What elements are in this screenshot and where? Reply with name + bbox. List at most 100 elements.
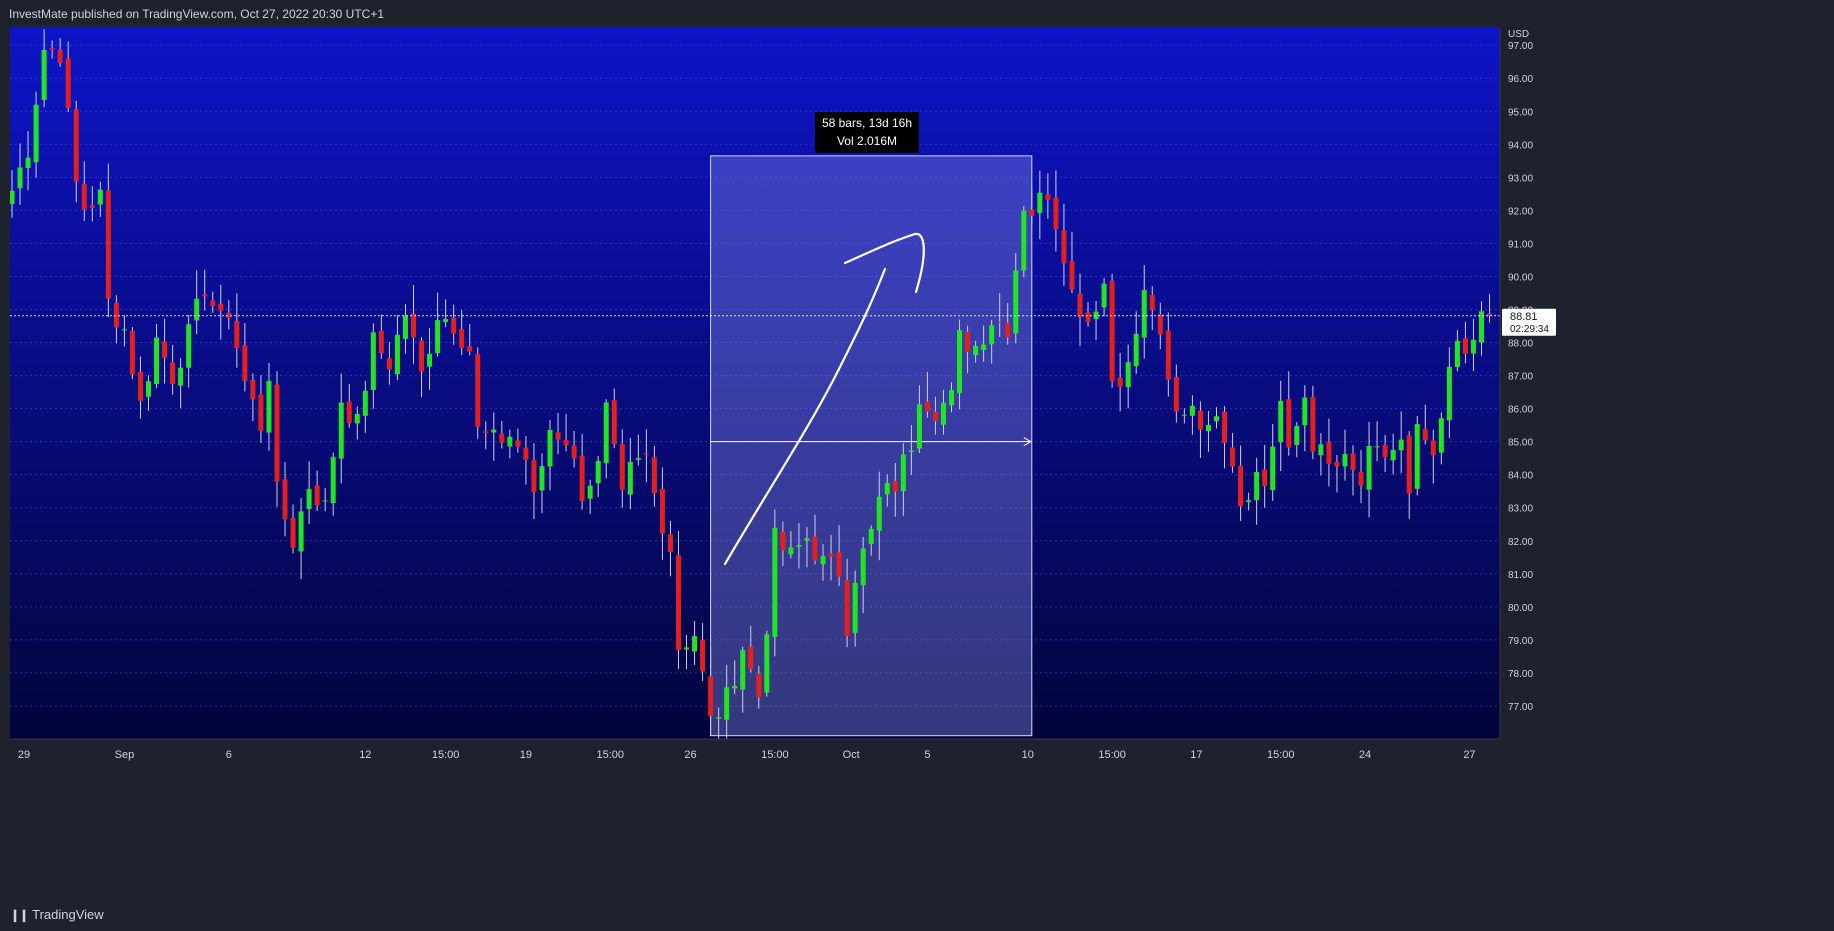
candle-body [1021, 210, 1027, 271]
candle-body [692, 636, 698, 652]
candle-body [1013, 270, 1019, 334]
candle-body [659, 489, 665, 534]
candle-body [435, 320, 441, 354]
time-tick-label: 15:00 [596, 749, 624, 761]
measure-info-background [815, 112, 919, 153]
time-tick-label: 26 [684, 749, 696, 761]
price-tick-label: 78.00 [1508, 669, 1533, 680]
candle-body [242, 345, 248, 381]
candle-body [1462, 338, 1468, 354]
candle-body [643, 453, 649, 455]
candle-body [282, 479, 288, 520]
candle-body [1270, 446, 1276, 491]
candle-body [57, 49, 63, 63]
candle-body [635, 458, 641, 460]
candle-body [804, 538, 810, 541]
candle-body [908, 450, 914, 452]
candle-body [137, 371, 143, 401]
candle-body [932, 411, 938, 422]
measure-range-box [710, 155, 1033, 737]
drawing-arrowhead [843, 232, 925, 294]
candle-body [1254, 472, 1260, 501]
measure-tool[interactable] [710, 155, 1033, 737]
candle-body [900, 454, 906, 492]
candle-body [202, 294, 208, 297]
candle-body [1141, 289, 1147, 338]
candle-body [1197, 410, 1203, 430]
candle-body [443, 319, 449, 322]
price-axis[interactable]: 97.00 96.00 95.00 94.00 93.00 92.00 91.00 90.00… [1508, 41, 1533, 713]
time-tick-label: 24 [1359, 749, 1371, 761]
price-tick-label: 87.00 [1508, 372, 1533, 383]
candle-body [611, 400, 617, 445]
candle-body [1294, 426, 1300, 445]
chart-area[interactable]: USD 97.00 96.00 95.00 94.00 93.00 92.00 91.00 9… [9, 27, 1824, 896]
measure-arrow-head [1023, 437, 1032, 447]
candle-body [1101, 283, 1107, 308]
candle-body [354, 413, 360, 424]
candle-body [234, 321, 240, 348]
candle-body [555, 432, 561, 440]
candle-body [924, 401, 930, 412]
time-tick-label: 6 [226, 749, 232, 761]
candle-body [210, 300, 216, 307]
candle-body [386, 358, 392, 370]
candle-body [1374, 446, 1380, 448]
candle-body [876, 496, 882, 531]
candle-body [989, 325, 995, 345]
candle-body [65, 58, 71, 108]
candle-body [362, 390, 368, 416]
candle-body [700, 640, 706, 672]
hand-drawn-arrow[interactable] [723, 232, 925, 566]
candle-body [812, 536, 818, 561]
candle-body [314, 485, 320, 506]
candle-body [667, 534, 673, 553]
tradingview-logo-icon: ❙❙ [10, 907, 29, 922]
candle-body [675, 555, 681, 651]
tradingview-logo[interactable]: ❙❙ TradingView [10, 907, 104, 922]
price-tick-label: 80.00 [1508, 603, 1533, 614]
candle-body [1310, 396, 1316, 452]
candle-body [949, 389, 955, 406]
time-tick-label: 10 [1022, 749, 1034, 761]
candlestick-chart[interactable]: USD 97.0096.0095.0094.0093.0092.0091.009… [9, 27, 1824, 896]
price-tick-label: 77.00 [1508, 702, 1533, 713]
candle-body [997, 321, 1003, 324]
footer-bar [0, 897, 1834, 931]
candle-body [1125, 362, 1131, 388]
candle-body [515, 440, 521, 447]
candle-body [306, 489, 312, 509]
candle-body [394, 334, 400, 375]
candle-body [258, 394, 264, 431]
candle-body [427, 353, 433, 367]
time-axis[interactable]: 29 Sep 6 12 15:00 19 15:00 26 15:00 Oct 5 10 15:00 17… [18, 749, 1476, 761]
candle-body [563, 440, 569, 446]
candle-body [129, 331, 135, 375]
candle-body [539, 466, 545, 491]
price-tick-label: 91.00 [1508, 239, 1533, 250]
candle-body [828, 553, 834, 557]
price-axis-panel [1500, 27, 1824, 739]
time-tick-label: 29 [18, 749, 30, 761]
price-tick-label: 97.00 [1508, 41, 1533, 52]
candle-body [1390, 449, 1396, 461]
candle-body [1430, 440, 1436, 456]
candle-body [724, 687, 730, 720]
candle-body [1478, 311, 1484, 343]
time-tick-label: 27 [1463, 749, 1475, 761]
candle-body [1422, 428, 1428, 441]
candle-body [250, 379, 256, 400]
candle-body [844, 579, 850, 636]
candle-body [483, 431, 489, 433]
candle-body [868, 528, 874, 545]
measure-info-box: 58 bars, 13d 16h Vol 2.016M [815, 112, 919, 153]
candle-body [1133, 333, 1139, 367]
currency-label: USD [1508, 29, 1529, 40]
candle-body [73, 108, 79, 182]
candle-body [1366, 445, 1372, 490]
candle-body [1318, 444, 1324, 456]
candle-body [411, 313, 416, 338]
candle-body [274, 384, 280, 482]
candle-body [836, 552, 842, 577]
price-tick-label: 81.00 [1508, 570, 1533, 581]
